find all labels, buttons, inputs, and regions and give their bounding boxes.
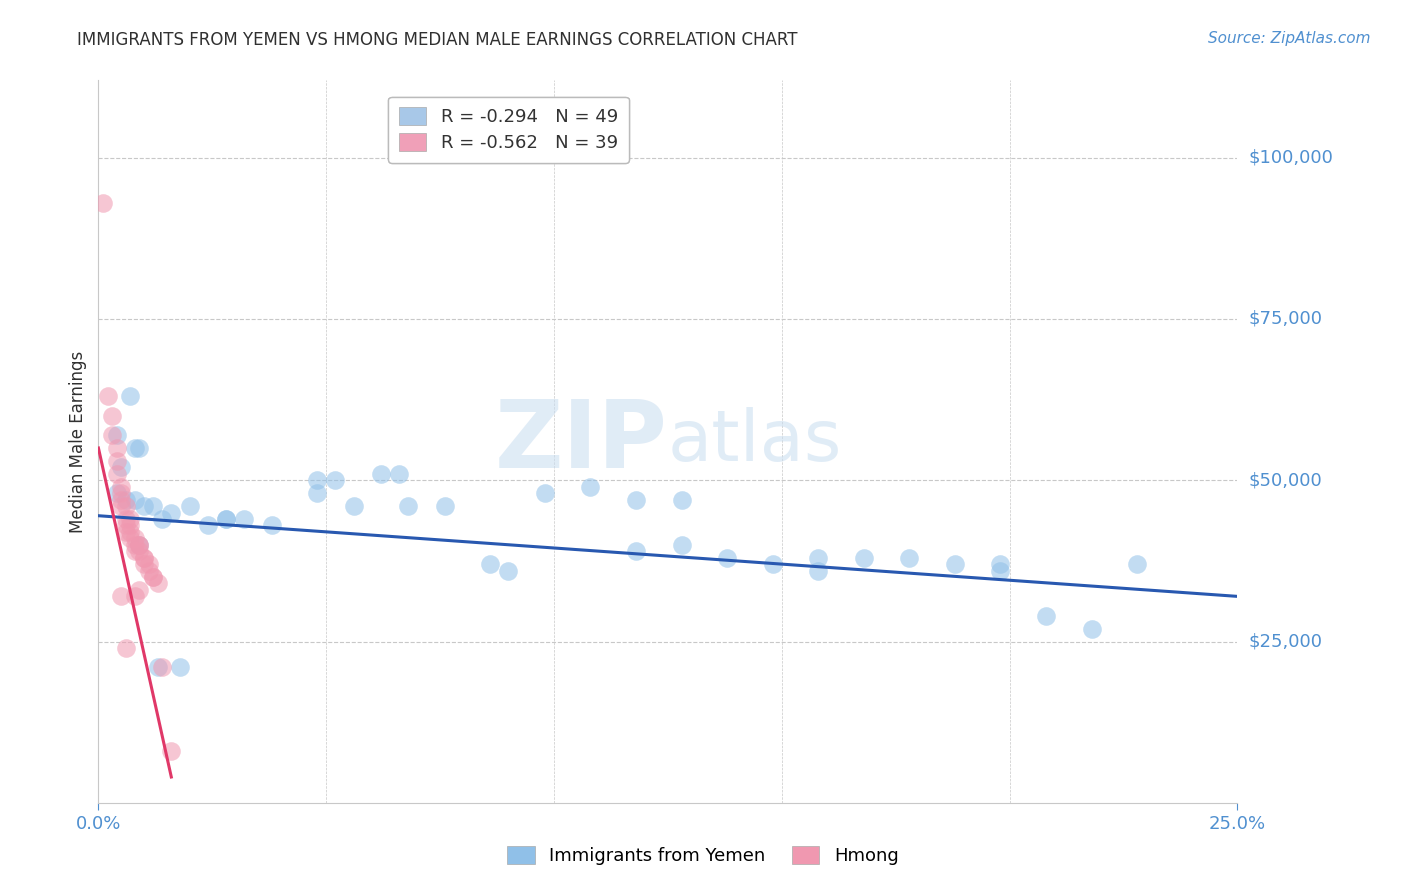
Point [1080,622,1102,636]
Point [479,557,502,571]
Point [990,557,1012,571]
Point [624,492,647,507]
Point [105,454,128,468]
Point [1126,557,1149,571]
Point [114,524,136,539]
Point [534,486,557,500]
Point [124,492,146,507]
Point [146,660,169,674]
Point [114,512,136,526]
Point [124,590,146,604]
Point [233,512,256,526]
Point [114,518,136,533]
Point [105,467,128,481]
Point [179,499,201,513]
Point [110,590,132,604]
Point [132,557,155,571]
Point [91,195,114,210]
Point [762,557,785,571]
Point [101,409,124,423]
Point [101,428,124,442]
Text: $25,000: $25,000 [1249,632,1323,650]
Point [120,524,142,539]
Point [898,550,921,565]
Point [150,512,173,526]
Point [120,518,142,533]
Point [716,550,738,565]
Text: atlas: atlas [668,407,842,476]
Point [342,499,364,513]
Point [323,473,346,487]
Point [396,499,419,513]
Point [1035,608,1057,623]
Legend: Immigrants from Yemen, Hmong: Immigrants from Yemen, Hmong [498,838,908,874]
Point [579,480,602,494]
Point [128,441,150,455]
Text: $100,000: $100,000 [1249,149,1333,167]
Text: $75,000: $75,000 [1249,310,1323,328]
Point [128,538,150,552]
Point [807,550,830,565]
Point [110,499,132,513]
Point [370,467,392,481]
Point [671,538,693,552]
Point [307,473,329,487]
Point [215,512,238,526]
Point [852,550,875,565]
Point [124,441,146,455]
Legend: R = -0.294   N = 49, R = -0.562   N = 39: R = -0.294 N = 49, R = -0.562 N = 39 [388,96,628,163]
Point [120,389,142,403]
Point [128,538,150,552]
Point [160,506,183,520]
Point [105,441,128,455]
Point [146,576,169,591]
Point [197,518,219,533]
Y-axis label: Median Male Earnings: Median Male Earnings [69,351,87,533]
Point [96,389,118,403]
Point [128,544,150,558]
Point [498,564,520,578]
Point [624,544,647,558]
Point [132,499,155,513]
Point [260,518,283,533]
Point [138,564,160,578]
Point [142,499,165,513]
Text: $50,000: $50,000 [1249,471,1322,489]
Point [128,582,150,597]
Point [114,492,136,507]
Point [110,486,132,500]
Point [433,499,456,513]
Point [150,660,173,674]
Point [132,550,155,565]
Point [943,557,966,571]
Point [105,428,128,442]
Point [124,544,146,558]
Point [105,486,128,500]
Point [990,564,1012,578]
Point [807,564,830,578]
Point [124,531,146,545]
Point [388,467,411,481]
Point [215,512,238,526]
Point [110,492,132,507]
Point [114,499,136,513]
Point [114,640,136,655]
Point [142,570,165,584]
Point [110,460,132,475]
Point [138,557,160,571]
Point [120,512,142,526]
Point [307,486,329,500]
Text: IMMIGRANTS FROM YEMEN VS HMONG MEDIAN MALE EARNINGS CORRELATION CHART: IMMIGRANTS FROM YEMEN VS HMONG MEDIAN MA… [77,31,797,49]
Text: ZIP: ZIP [495,395,668,488]
Point [120,531,142,545]
Text: Source: ZipAtlas.com: Source: ZipAtlas.com [1208,31,1371,46]
Point [110,480,132,494]
Point [132,550,155,565]
Point [160,744,183,758]
Point [142,570,165,584]
Point [169,660,191,674]
Point [128,538,150,552]
Point [124,538,146,552]
Point [671,492,693,507]
